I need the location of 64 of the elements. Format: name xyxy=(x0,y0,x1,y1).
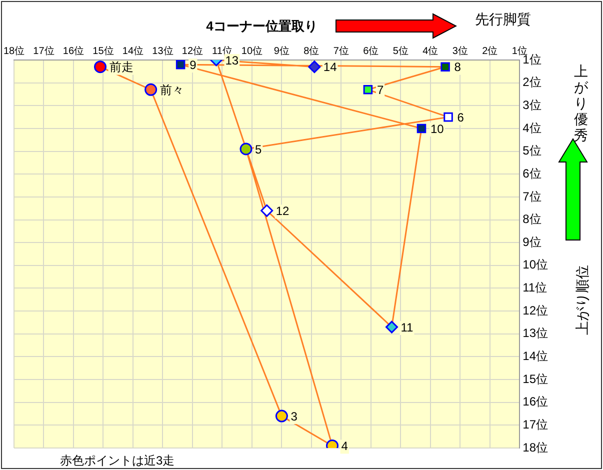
point xyxy=(416,124,426,134)
annotation: 12 xyxy=(276,204,290,218)
annotation: 前走 xyxy=(109,60,134,74)
point xyxy=(440,62,450,72)
y-tick-label: 8位 xyxy=(522,212,542,226)
x-tick-label: 2位 xyxy=(482,44,498,57)
y-tick-label: 10位 xyxy=(522,258,548,272)
point xyxy=(144,83,158,96)
annotation: 13 xyxy=(225,53,239,68)
point xyxy=(240,142,252,156)
point xyxy=(260,204,274,217)
x-tick-label: 6位 xyxy=(363,44,379,57)
annotation: 前々 xyxy=(160,82,184,97)
y-tick-label: 11位 xyxy=(522,280,548,295)
annotation: 9 xyxy=(190,58,197,72)
text: 赤色ポイントは近3走 xyxy=(60,453,175,468)
y-tick-label: 2位 xyxy=(522,75,542,90)
annotation: 8 xyxy=(454,60,462,74)
x-tick-label: 13位 xyxy=(152,44,174,57)
x-tick-label: 15位 xyxy=(92,44,114,57)
x-tick-label: 5位 xyxy=(392,44,408,57)
y-tick-label: 18位 xyxy=(522,440,548,454)
x-tick-label: 14位 xyxy=(122,44,144,57)
x-tick-label: 12位 xyxy=(182,44,204,57)
x-tick-label: 3位 xyxy=(452,44,468,57)
y-tick-label: 12位 xyxy=(522,303,548,318)
annotation: 14 xyxy=(323,60,338,74)
annotation: 4 xyxy=(341,439,348,454)
y-tick-label: 7位 xyxy=(522,189,542,204)
y-tick-label: 4位 xyxy=(522,120,542,135)
text: 上がり優秀 xyxy=(574,62,589,143)
x-tick-label: 1位 xyxy=(512,44,528,57)
x-tick-label: 18位 xyxy=(3,44,25,57)
annotation: 7 xyxy=(376,82,384,97)
annotation: 6 xyxy=(457,110,464,124)
y-tick-label: 13位 xyxy=(522,326,548,340)
point xyxy=(363,85,373,94)
annotation: 11 xyxy=(400,320,414,334)
point xyxy=(176,60,186,70)
x-tick-label: 9位 xyxy=(274,44,290,57)
annotation: 5 xyxy=(255,142,262,156)
x-tick-label: 17位 xyxy=(33,44,54,57)
x-tick-label: 7位 xyxy=(333,44,349,57)
y-tick-label: 17位 xyxy=(522,417,548,432)
y-axis-title: 上がり順位 xyxy=(574,265,590,335)
x-tick-label: 8位 xyxy=(304,44,320,57)
y-tick-label: 3位 xyxy=(522,98,542,112)
x-tick-label: 4位 xyxy=(422,44,438,57)
chart-title: 4コーナー位置取り xyxy=(206,18,318,34)
annotation: 3 xyxy=(290,409,298,424)
x-tick-label: 10位 xyxy=(241,44,263,57)
point xyxy=(386,320,398,334)
y-tick-label: 14位 xyxy=(522,349,548,364)
y-tick-label: 9位 xyxy=(522,234,542,249)
y-tick-label: 16位 xyxy=(522,394,548,409)
annotation: 10 xyxy=(430,122,444,136)
point xyxy=(275,410,288,422)
y-tick-label: 5位 xyxy=(522,144,542,158)
text: 先行脚質 xyxy=(475,10,531,27)
x-tick-label: 16位 xyxy=(62,44,84,57)
y-tick-label: 15位 xyxy=(522,372,548,386)
point xyxy=(308,60,321,74)
point xyxy=(94,60,107,74)
y-tick-label: 6位 xyxy=(522,166,542,180)
